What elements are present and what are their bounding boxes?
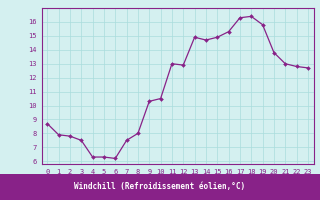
- Text: Windchill (Refroidissement éolien,°C): Windchill (Refroidissement éolien,°C): [75, 182, 245, 192]
